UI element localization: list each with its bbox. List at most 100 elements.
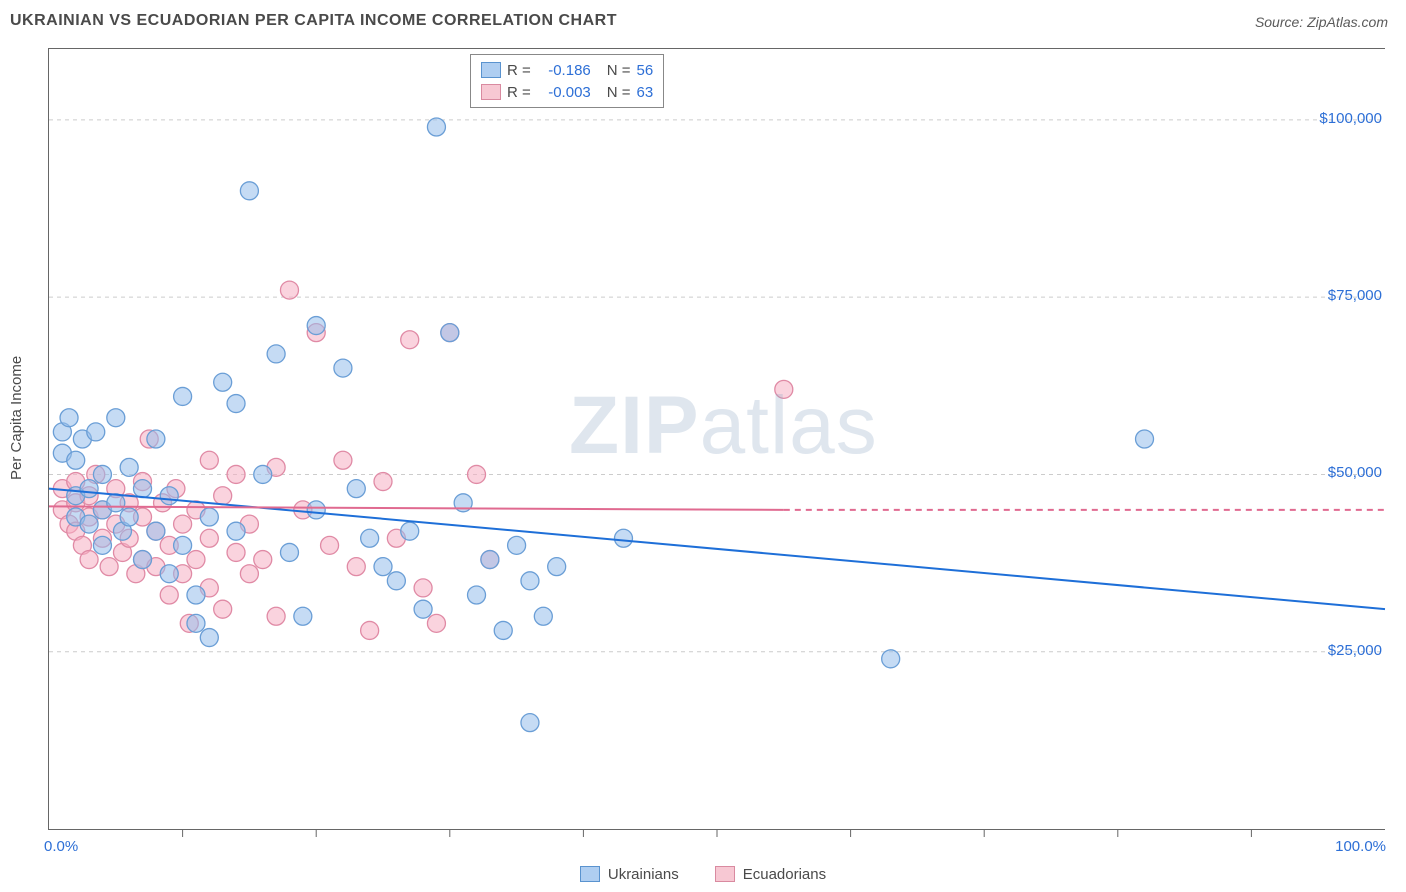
plot-area: ZIPatlas — [48, 48, 1385, 830]
data-point — [1136, 430, 1154, 448]
data-point — [174, 536, 192, 554]
data-point — [334, 451, 352, 469]
data-point — [160, 565, 178, 583]
data-point — [134, 551, 152, 569]
legend-row: R = -0.003 N = 63 — [481, 81, 653, 103]
data-point — [427, 614, 445, 632]
data-point — [147, 430, 165, 448]
data-point — [200, 529, 218, 547]
chart-title: UKRAINIAN VS ECUADORIAN PER CAPITA INCOM… — [10, 12, 617, 30]
data-point — [401, 331, 419, 349]
data-point — [107, 409, 125, 427]
data-point — [120, 508, 138, 526]
data-point — [160, 586, 178, 604]
data-point — [427, 118, 445, 136]
data-point — [93, 536, 111, 554]
legend-n-label: N = — [607, 84, 631, 101]
data-point — [468, 465, 486, 483]
legend-n-label: N = — [607, 62, 631, 79]
data-point — [361, 529, 379, 547]
correlation-legend: R = -0.186 N = 56 R = -0.003 N = 63 — [470, 54, 664, 108]
data-point — [67, 451, 85, 469]
data-point — [548, 558, 566, 576]
legend-label: Ukrainians — [608, 866, 679, 883]
data-point — [508, 536, 526, 554]
data-point — [134, 480, 152, 498]
data-point — [80, 480, 98, 498]
data-point — [401, 522, 419, 540]
source-label: Source: — [1255, 14, 1303, 30]
data-point — [147, 522, 165, 540]
data-point — [321, 536, 339, 554]
data-point — [374, 473, 392, 491]
data-point — [775, 380, 793, 398]
data-point — [521, 714, 539, 732]
data-point — [267, 345, 285, 363]
data-point — [267, 607, 285, 625]
data-point — [254, 465, 272, 483]
data-point — [214, 600, 232, 618]
data-point — [240, 182, 258, 200]
data-point — [87, 423, 105, 441]
data-point — [614, 529, 632, 547]
data-point — [347, 480, 365, 498]
data-point — [414, 600, 432, 618]
legend-label: Ecuadorians — [743, 866, 826, 883]
data-point — [254, 551, 272, 569]
data-point — [107, 494, 125, 512]
data-point — [187, 614, 205, 632]
legend-swatch — [481, 62, 501, 78]
data-point — [280, 281, 298, 299]
source-attribution: Source: ZipAtlas.com — [1255, 14, 1388, 30]
y-axis-label: Per Capita Income — [8, 356, 25, 480]
legend-r-value: -0.186 — [537, 62, 591, 79]
legend-n-value: 63 — [637, 84, 654, 101]
series-legend: Ukrainians Ecuadorians — [0, 866, 1406, 887]
x-axis-min-label: 0.0% — [44, 838, 78, 855]
data-point — [60, 409, 78, 427]
data-point — [174, 387, 192, 405]
scatter-plot-svg — [49, 49, 1385, 829]
data-point — [80, 515, 98, 533]
y-tick-label: $75,000 — [1328, 287, 1382, 304]
data-point — [227, 395, 245, 413]
data-point — [334, 359, 352, 377]
legend-r-label: R = — [507, 62, 531, 79]
legend-row: R = -0.186 N = 56 — [481, 59, 653, 81]
legend-swatch — [715, 866, 735, 882]
data-point — [521, 572, 539, 590]
data-point — [227, 522, 245, 540]
source-link[interactable]: ZipAtlas.com — [1307, 14, 1388, 30]
data-point — [214, 373, 232, 391]
legend-r-label: R = — [507, 84, 531, 101]
data-point — [387, 572, 405, 590]
data-point — [187, 551, 205, 569]
data-point — [200, 451, 218, 469]
legend-r-value: -0.003 — [537, 84, 591, 101]
x-axis-max-label: 100.0% — [1335, 838, 1386, 855]
data-point — [534, 607, 552, 625]
data-point — [240, 565, 258, 583]
legend-swatch — [580, 866, 600, 882]
data-point — [294, 607, 312, 625]
y-tick-label: $100,000 — [1319, 110, 1382, 127]
data-point — [100, 558, 118, 576]
data-point — [160, 487, 178, 505]
data-point — [361, 621, 379, 639]
data-point — [481, 551, 499, 569]
data-point — [374, 558, 392, 576]
data-point — [80, 551, 98, 569]
series-legend-item: Ecuadorians — [715, 866, 826, 883]
data-point — [307, 501, 325, 519]
data-point — [200, 629, 218, 647]
data-point — [214, 487, 232, 505]
data-point — [494, 621, 512, 639]
data-point — [200, 508, 218, 526]
data-point — [468, 586, 486, 604]
data-point — [93, 465, 111, 483]
legend-n-value: 56 — [637, 62, 654, 79]
data-point — [307, 317, 325, 335]
legend-swatch — [481, 84, 501, 100]
data-point — [174, 515, 192, 533]
y-tick-label: $25,000 — [1328, 642, 1382, 659]
